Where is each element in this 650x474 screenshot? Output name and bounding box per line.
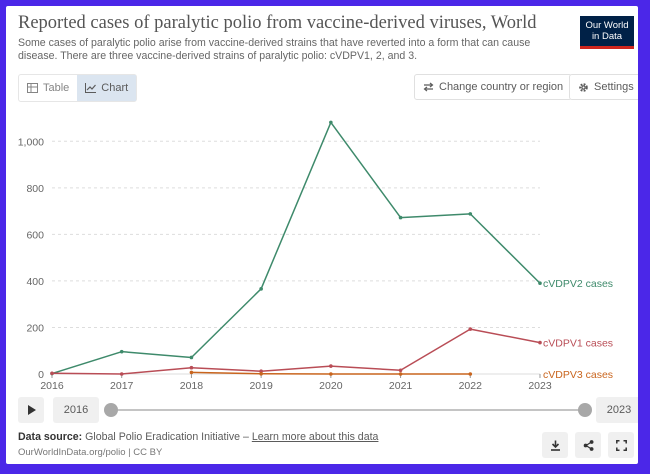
series-line-cvdpv2 [51,121,541,375]
y-tick-label: 400 [26,276,44,288]
grapher-frame: Reported cases of paralytic polio from v… [6,6,638,464]
fullscreen-icon [615,439,627,451]
timeline: 2016 2023 [18,397,638,423]
data-point-cvdpv3 [189,370,194,375]
data-point-cvdpv1 [468,327,473,331]
fullscreen-button[interactable] [608,432,634,458]
x-tick-label: 2017 [110,380,134,392]
chart-title: Reported cases of paralytic polio from v… [18,13,537,33]
settings-button[interactable]: Settings [569,74,638,100]
data-point-cvdpv1 [119,372,124,376]
play-button[interactable] [18,397,44,423]
data-point-cvdpv2 [259,287,263,291]
data-point-cvdpv2 [119,349,124,354]
tab-chart-label: Chart [101,82,129,94]
owid-logo[interactable]: Our World in Data [580,16,634,49]
x-tick-label: 2018 [180,380,204,392]
y-tick-label: 600 [26,229,44,241]
chart-subtitle: Some cases of paralytic polio arise from… [18,37,531,62]
timeline-start-year[interactable]: 2016 [53,397,99,423]
x-tick-label: 2020 [319,380,343,392]
x-tick-label: 2022 [459,380,483,392]
footer-url[interactable]: OurWorldInData.org/polio | CC BY [18,447,163,458]
x-tick-label: 2023 [528,380,552,392]
data-point-cvdpv2 [468,212,473,216]
data-point-cvdpv1 [50,371,54,376]
settings-label: Settings [594,81,634,93]
share-icon [583,439,593,451]
timeline-track[interactable] [111,409,585,411]
tab-table-label: Table [43,82,70,94]
data-point-cvdpv3 [259,371,263,376]
data-point-cvdpv2 [398,215,403,220]
download-icon [550,440,560,451]
data-source-label: Data source: [18,431,83,443]
line-chart-icon [85,83,97,93]
data-point-cvdpv3 [329,372,333,376]
data-source-text: Global Polio Eradication Initiative – [85,431,249,443]
x-tick-label: 2021 [389,380,413,392]
timeline-end-handle[interactable] [578,403,592,417]
logo-line-2: in Data [591,31,623,42]
series-label-cvdpv3: cVDPV3 cases [543,369,613,381]
download-button[interactable] [542,432,568,458]
data-point-cvdpv3 [468,372,473,376]
data-point-cvdpv1 [329,364,333,368]
learn-more-link[interactable]: Learn more about this data [251,431,379,443]
timeline-start-handle[interactable] [104,403,118,417]
data-point-cvdpv1 [189,365,194,370]
y-tick-label: 1,000 [18,136,44,148]
x-tick-label: 2016 [40,380,64,392]
x-tick-label: 2019 [249,380,273,392]
data-point-cvdpv3 [398,372,403,376]
series-label-cvdpv2: cVDPV2 cases [543,278,613,290]
timeline-end-year[interactable]: 2023 [596,397,638,423]
data-point-cvdpv2 [189,355,194,360]
series-label-cvdpv1: cVDPV1 cases [543,338,613,350]
data-point-cvdpv2 [538,281,542,286]
y-tick-label: 800 [26,183,44,195]
data-source-line: Data source: Global Polio Eradication In… [18,431,378,443]
play-icon [27,405,36,415]
line-chart: 0 200 400 600 800 1,000 2016 2017 2018 2019 2020 20… [18,120,613,392]
data-point-cvdpv1 [538,340,542,345]
tab-table[interactable]: Table [19,75,77,101]
view-switcher: Table Chart [18,74,138,102]
data-point-cvdpv1 [259,369,263,374]
change-country-label: Change country or region [439,81,564,93]
gear-icon [579,82,588,92]
series-line-cvdpv1 [51,328,541,375]
data-point-cvdpv2 [329,120,333,125]
change-country-button[interactable]: Change country or region [414,74,573,100]
table-icon [27,83,38,93]
data-point-cvdpv1 [398,368,403,373]
y-tick-label: 0 [38,369,44,381]
y-tick-label: 200 [26,322,44,334]
tab-chart[interactable]: Chart [77,75,137,101]
swap-arrows-icon [423,82,434,92]
share-button[interactable] [575,432,601,458]
logo-line-1: Our World [585,20,629,31]
